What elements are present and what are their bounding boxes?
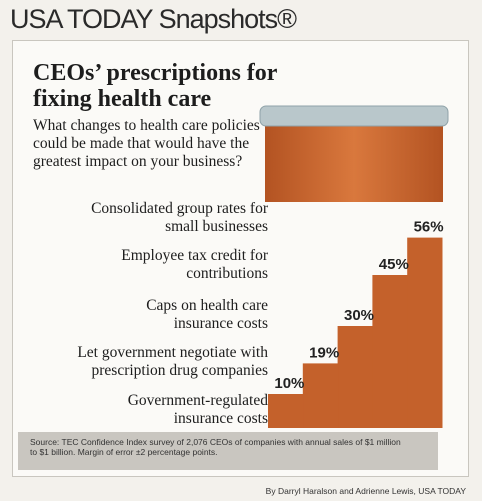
value-label: 45% [379,256,409,273]
value-label: 10% [274,375,304,392]
category-label: Consolidated group rates for small busin… [91,200,268,235]
category-label: Caps on health care insurance costs [146,297,268,332]
value-label: 56% [414,219,444,236]
bar [407,237,443,428]
bar [268,394,304,428]
source-band [18,432,438,470]
source: Source: TEC Confidence Index survey of 2… [30,437,401,457]
category-label: Employee tax credit for contributions [121,247,268,282]
bottle-body [265,122,443,202]
bar [372,275,408,428]
chart-title: CEOs’ prescriptions for fixing health ca… [33,60,277,112]
bottle-cap [259,105,449,127]
subtitle: What changes to health care policies cou… [33,117,260,170]
byline: By Darryl Haralson and Adrienne Lewis, U… [265,486,466,496]
bar [302,363,339,428]
header: USA TODAY Snapshots® [10,4,297,34]
category-label: Let government negotiate with prescripti… [77,344,268,379]
value-label: 19% [309,344,339,361]
value-label: 30% [344,307,374,324]
bar [337,326,373,428]
category-label: Government-regulated insurance costs [127,392,268,427]
